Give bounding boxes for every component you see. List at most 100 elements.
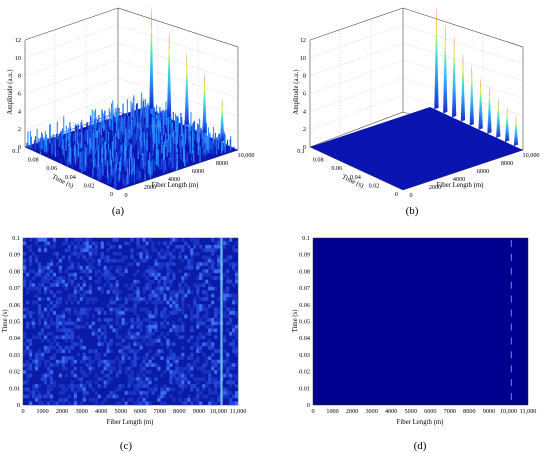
panel-c-noise-cell <box>181 244 185 249</box>
panel-c-noise-cell <box>31 321 36 326</box>
panel-c-noise-cell <box>217 276 221 280</box>
panel-c-noise-cell <box>40 238 45 242</box>
panel-c-noise-cell <box>229 380 233 385</box>
panel-c-noise-cell <box>112 276 116 280</box>
panel-c-noise-cell <box>148 255 152 260</box>
panel-c-noise-cell <box>118 335 122 340</box>
panel-c-noise-cell <box>145 401 149 406</box>
panel-c-noise-cell <box>145 318 149 322</box>
panel-c-noise-cell <box>118 311 122 315</box>
panel-c-noise-cell <box>28 238 33 242</box>
panel-c-noise-cell <box>229 401 233 406</box>
panel-a-xtick: 4000 <box>168 176 180 183</box>
panel-c-noise-cell <box>142 373 146 378</box>
panel-c-noise-cell <box>235 314 239 319</box>
panel-c-noise-cell <box>169 279 173 284</box>
panel-c-noise-cell <box>181 377 185 381</box>
panel-c-noise-cell <box>97 342 101 347</box>
panel-c-noise-cell <box>166 366 170 371</box>
panel-c-noise-cell <box>64 335 68 340</box>
panel-a-peak <box>219 97 225 142</box>
panel-c-noise-cell <box>55 359 60 364</box>
panel-c-noise-cell <box>127 286 131 291</box>
panel-d-ytick: 0.1 <box>302 235 310 242</box>
panel-c-noise-cell <box>190 356 194 360</box>
panel-c-noise-cell <box>175 331 179 336</box>
panel-c-noise-cell <box>94 331 98 336</box>
panel-c-noise-cell <box>205 356 209 360</box>
panel-c-noise-cell <box>196 401 200 406</box>
panel-c-noise-cell <box>76 244 80 249</box>
panel-c-noise-cell <box>67 356 71 360</box>
panel-c-noise-cell <box>181 328 185 333</box>
panel-c-noise-cell <box>166 265 170 270</box>
panel-c-noise-cell <box>73 373 77 378</box>
panel-c-event-line <box>220 238 223 405</box>
panel-a-ticks: 0246810120200040006000800010,00000.020.0… <box>12 37 254 199</box>
panel-c-noise-cell <box>46 304 51 308</box>
panel-c-noise-cell <box>88 359 92 364</box>
panel-c-noise-cell <box>37 318 42 322</box>
panel-c-noise-cell <box>169 269 173 273</box>
panel-c-noise-cell <box>232 262 236 267</box>
panel-c-noise-cell <box>169 241 173 246</box>
panel-c-noise-cell <box>97 352 101 357</box>
panel-c-noise-cell <box>163 387 167 392</box>
panel-c-noise-cell <box>115 373 119 378</box>
panel-c-noise-cell <box>73 297 77 301</box>
panel-c-noise-cell <box>52 311 57 315</box>
panel-c-noise-cell <box>211 398 215 402</box>
panel-b-peak <box>487 85 492 134</box>
panel-c-noise-cell <box>118 265 122 270</box>
panel-c-noise-cell <box>91 366 95 371</box>
panel-c-noise-cell <box>73 359 77 364</box>
panel-c-noise-cell <box>214 244 218 249</box>
panel-c-noise-cell <box>166 387 170 392</box>
panel-c-noise-cell <box>67 335 71 340</box>
panel-c-noise-cell <box>208 265 212 270</box>
panel-c-noise-cell <box>34 352 39 357</box>
panel-c-noise-cell <box>28 366 33 371</box>
panel-c-noise-cell <box>82 391 86 395</box>
panel-c-noise-cell <box>226 297 230 301</box>
panel-c-noise-cell <box>64 338 68 343</box>
panel-c-noise-cell <box>193 384 197 388</box>
panel-c-noise-cell <box>133 311 137 315</box>
panel-c-noise-cell <box>211 248 215 253</box>
panel-c-noise-cell <box>73 401 77 406</box>
panel-c-noise-cell <box>115 293 119 298</box>
panel-c-noise-cell <box>76 324 80 329</box>
panel-c-noise-cell <box>217 321 221 326</box>
panel-c-noise-cell <box>91 251 95 256</box>
panel-b-peak <box>469 64 474 126</box>
panel-c-noise-cell <box>79 248 83 253</box>
panel-c-noise-cell <box>88 356 92 360</box>
panel-c-noise-cell <box>118 401 122 406</box>
panel-c-noise-cell <box>103 373 107 378</box>
panel-c-noise-cell <box>178 356 182 360</box>
panel-c-ytick: 0.09 <box>9 252 20 259</box>
panel-c-noise-cell <box>133 279 137 284</box>
panel-c-noise-cell <box>199 401 203 406</box>
panel-c-noise-cell <box>109 265 113 270</box>
panel-c-noise-cell <box>160 300 164 305</box>
panel-c-noise-cell <box>139 377 143 381</box>
panel-c-noise-cell <box>145 251 149 256</box>
panel-c-noise-cell <box>172 352 176 357</box>
panel-c-noise-cell <box>202 335 206 340</box>
panel-c-noise-cell <box>157 286 161 291</box>
panel-c-noise-cell <box>64 359 68 364</box>
panel-c-noise-cell <box>28 244 33 249</box>
panel-c-noise-cell <box>43 324 48 329</box>
panel-c-noise-cell <box>124 255 128 260</box>
panel-c-noise-cell <box>208 324 212 329</box>
panel-c-noise-cell <box>43 290 48 294</box>
panel-c-noise-cell <box>64 366 68 371</box>
panel-c-noise-cell <box>103 384 107 388</box>
panel-c-noise-cell <box>184 272 188 277</box>
panel-c-noise-cell <box>79 401 83 406</box>
panel-c-noise-cell <box>169 342 173 347</box>
panel-c-noise-cell <box>142 401 146 406</box>
panel-c-noise-cell <box>85 363 89 367</box>
panel-c-noise-cell <box>172 356 176 360</box>
